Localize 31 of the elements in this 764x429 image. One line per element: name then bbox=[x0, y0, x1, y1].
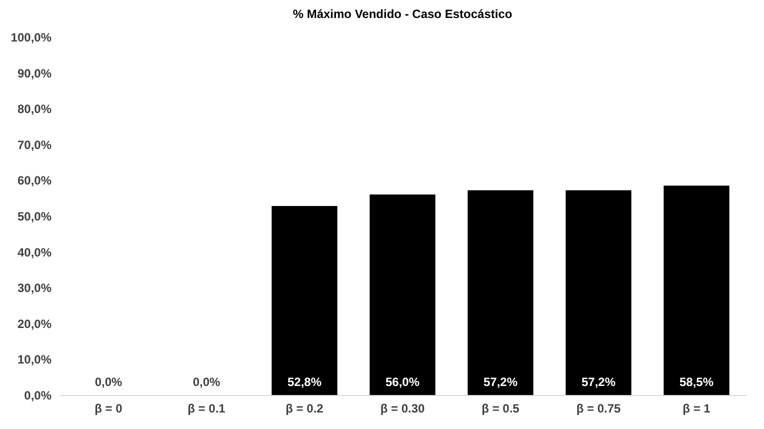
x-tick-label: β = 0.1 bbox=[188, 402, 226, 416]
x-tick-label: β = 0.2 bbox=[286, 402, 324, 416]
x-tick-label: β = 1 bbox=[682, 402, 711, 416]
bar bbox=[272, 206, 338, 395]
data-label: 52,8% bbox=[287, 375, 322, 389]
y-tick-label: 70,0% bbox=[17, 138, 52, 152]
bar bbox=[664, 186, 730, 395]
y-tick-label: 80,0% bbox=[17, 102, 52, 116]
data-label: 57,2% bbox=[581, 375, 616, 389]
bar bbox=[370, 194, 436, 395]
chart-title: % Máximo Vendido - Caso Estocástico bbox=[292, 7, 512, 21]
data-label: 56,0% bbox=[385, 375, 420, 389]
y-tick-label: 40,0% bbox=[17, 245, 52, 260]
bar bbox=[468, 190, 534, 395]
x-tick-label: β = 0 bbox=[94, 402, 123, 416]
x-tick-label: β = 0.5 bbox=[482, 402, 520, 416]
y-tick-label: 20,0% bbox=[17, 316, 52, 331]
x-tick-label: β = 0.30 bbox=[380, 402, 425, 416]
y-tick-label: 100,0% bbox=[10, 30, 52, 44]
data-label: 58,5% bbox=[679, 375, 714, 389]
x-tick-label: β = 0.75 bbox=[576, 402, 622, 416]
data-label: 0,0% bbox=[94, 375, 122, 389]
data-label: 0,0% bbox=[192, 375, 220, 389]
bar bbox=[566, 190, 632, 395]
y-tick-label: 0,0% bbox=[24, 388, 52, 402]
y-tick-label: 30,0% bbox=[17, 281, 52, 296]
y-tick-label: 90,0% bbox=[17, 66, 52, 80]
y-tick-label: 10,0% bbox=[17, 352, 52, 367]
y-tick-label: 60,0% bbox=[17, 174, 52, 188]
y-tick-label: 50,0% bbox=[17, 210, 52, 224]
data-label: 57,2% bbox=[483, 375, 518, 389]
